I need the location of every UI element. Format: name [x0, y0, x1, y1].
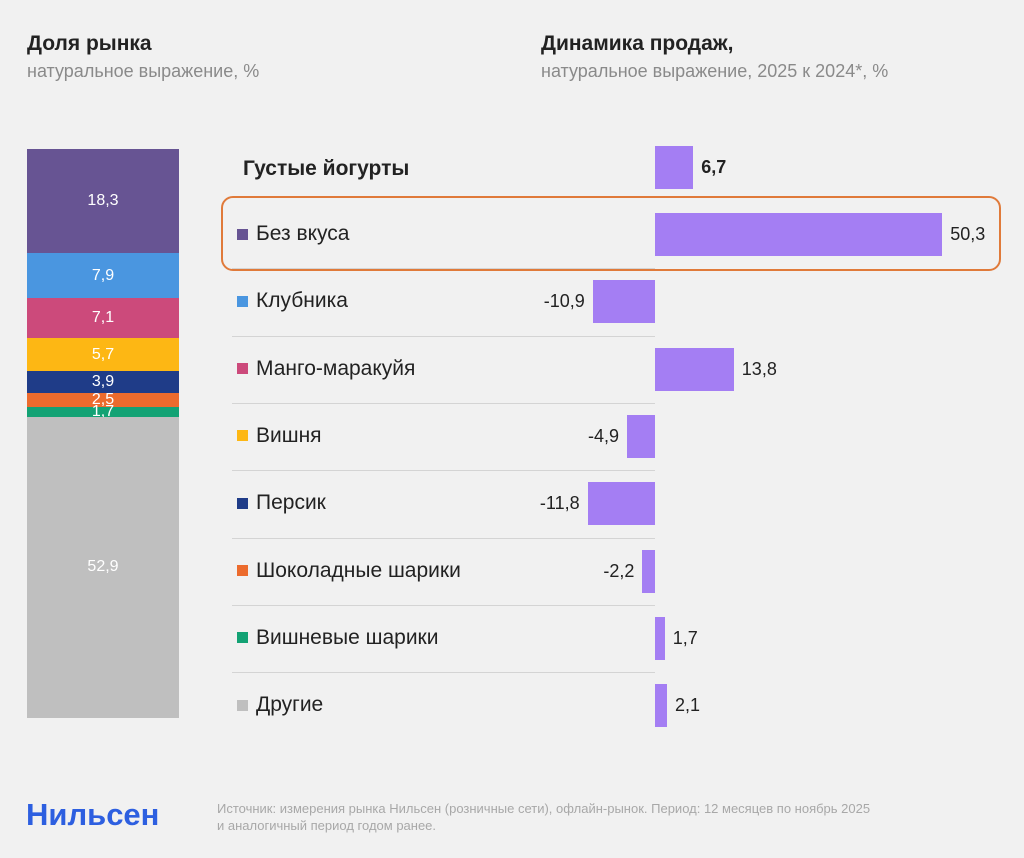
share-label: 7,9	[91, 266, 115, 284]
dynamics-bar	[587, 482, 655, 526]
dynamics-value: -11,8	[539, 493, 580, 514]
row-separator	[232, 470, 655, 472]
source-line-1: Источник: измерения рынка Нильсен (розни…	[217, 801, 871, 816]
dynamics-bar	[627, 414, 655, 458]
dynamics-bar	[655, 684, 667, 728]
share-label: 3,9	[91, 373, 115, 390]
nielsen-logo: Нильсен	[26, 797, 160, 832]
legend-swatch	[237, 497, 248, 509]
category-label: Без вкуса	[256, 222, 350, 245]
category-label: Другие	[256, 693, 324, 717]
highlight-box	[221, 196, 1001, 271]
legend-item: Вишня	[237, 421, 322, 451]
share-segment: 2,5	[27, 391, 179, 409]
share-segment: 7,9	[27, 253, 179, 299]
right-subtitle: натуральное выражение, 2025 к 2024*, %	[541, 61, 889, 81]
share-segment: 52,9	[27, 416, 179, 718]
legend-item: Без вкуса	[237, 219, 350, 249]
share-segment: 18,3	[27, 149, 179, 254]
dynamics-value: -4,9	[588, 425, 620, 446]
left-subtitle: натуральное выражение, %	[27, 61, 260, 81]
share-label: 5,7	[91, 345, 115, 363]
share-label: 7,1	[91, 309, 115, 327]
category-label: Манго-маракуйя	[256, 356, 416, 380]
dynamics-value: 50,3	[950, 224, 986, 244]
dynamics-value: 1,7	[672, 627, 698, 648]
row-separator	[232, 335, 655, 337]
share-label: 2,5	[91, 391, 115, 409]
category-label: Персик	[256, 491, 326, 515]
share-label: 18,3	[87, 192, 119, 210]
row-separator	[232, 537, 655, 539]
total-label: Густые йогурты	[243, 157, 410, 180]
total-bar	[655, 146, 694, 189]
legend-item: Другие	[237, 690, 323, 720]
dynamics-value: -2,2	[603, 560, 635, 581]
source-line-2: и аналогичный период годом ранее.	[217, 818, 437, 833]
legend-swatch	[237, 295, 248, 307]
category-label: Клубника	[256, 289, 348, 313]
legend-swatch	[237, 699, 248, 711]
left-title: Доля рынка	[27, 32, 152, 55]
legend-swatch	[237, 363, 248, 375]
dynamics-bar	[655, 347, 734, 391]
dynamics-bar	[655, 213, 943, 256]
legend-item: Клубника	[237, 286, 348, 316]
share-segment: 1,7	[27, 403, 179, 421]
row-separator	[232, 268, 655, 270]
legend-swatch	[237, 632, 248, 644]
legend-item: Персик	[237, 488, 326, 518]
row-separator	[232, 402, 655, 404]
dynamics-bar	[655, 616, 665, 660]
dynamics-value: -10,9	[543, 291, 585, 312]
total-value: 6,7	[701, 157, 727, 177]
share-label: 52,9	[87, 558, 119, 576]
source-note: Источник: измерения рынка Нильсен (розни…	[217, 800, 870, 834]
row-separator	[232, 604, 655, 606]
row-separator	[232, 672, 655, 674]
category-label: Вишневые шарики	[256, 625, 439, 649]
right-title: Динамика продаж,	[541, 32, 734, 55]
legend-item: Шоколадные шарики	[237, 556, 461, 586]
dynamics-bar	[592, 280, 655, 324]
legend-swatch	[237, 228, 248, 240]
dynamics-bar	[642, 549, 655, 593]
share-segment: 5,7	[27, 338, 179, 371]
category-label: Вишня	[256, 423, 322, 447]
legend-swatch	[237, 430, 248, 442]
dynamics-value: 2,1	[674, 695, 701, 716]
legend-swatch	[237, 565, 248, 576]
legend-item: Манго-маракуйя	[237, 354, 415, 384]
legend-item: Вишневые шарики	[237, 623, 438, 653]
category-label: Шоколадные шарики	[256, 558, 461, 582]
share-segment: 3,9	[27, 370, 179, 394]
dynamics-value: 13,8	[741, 358, 777, 379]
share-segment: 7,1	[27, 298, 179, 339]
share-label: 1,7	[91, 403, 115, 421]
